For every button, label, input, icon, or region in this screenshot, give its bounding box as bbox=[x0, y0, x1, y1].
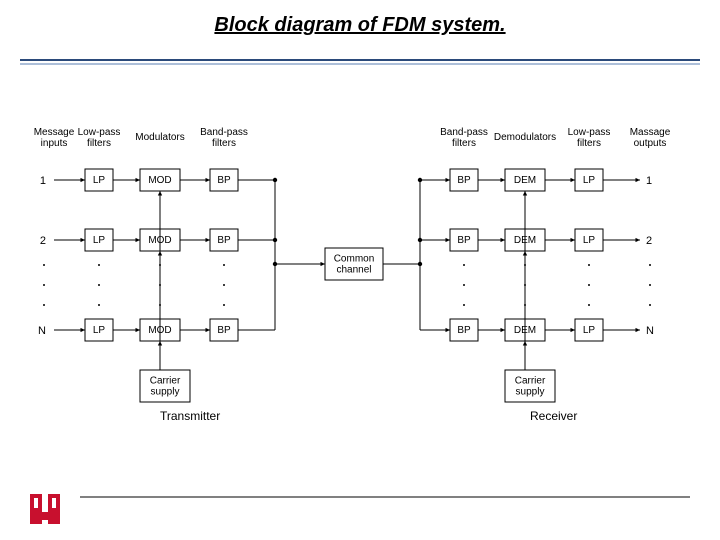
ellipsis-dot bbox=[223, 304, 225, 306]
column-label: Low-pass bbox=[78, 127, 121, 138]
uh-logo bbox=[28, 492, 62, 526]
arrowhead bbox=[523, 191, 527, 196]
input-label: 1 bbox=[40, 175, 46, 187]
arrowhead bbox=[500, 238, 505, 242]
section-label: Transmitter bbox=[160, 409, 220, 423]
ellipsis-dot bbox=[588, 264, 590, 266]
column-label: Low-pass bbox=[568, 127, 611, 138]
arrowhead bbox=[500, 328, 505, 332]
block-label: Common bbox=[334, 254, 375, 265]
block-label: MOD bbox=[148, 175, 171, 186]
column-label: Modulators bbox=[135, 132, 184, 143]
ellipsis-dot bbox=[649, 304, 651, 306]
block-label: supply bbox=[516, 387, 545, 398]
column-label: Band-pass bbox=[200, 127, 248, 138]
block-label: LP bbox=[93, 235, 106, 246]
block-label: Carrier bbox=[515, 376, 546, 387]
arrowhead bbox=[445, 238, 450, 242]
ellipsis-dot bbox=[463, 304, 465, 306]
arrowhead bbox=[320, 262, 325, 266]
arrowhead bbox=[135, 328, 140, 332]
column-label: inputs bbox=[41, 138, 68, 149]
block-label: BP bbox=[457, 175, 471, 186]
ellipsis-dot bbox=[463, 264, 465, 266]
block-label: LP bbox=[93, 175, 106, 186]
arrowhead bbox=[80, 328, 85, 332]
ellipsis-dot bbox=[649, 264, 651, 266]
block-label: BP bbox=[217, 325, 231, 336]
arrowhead bbox=[570, 178, 575, 182]
ellipsis-dot bbox=[98, 304, 100, 306]
arrowhead bbox=[135, 238, 140, 242]
arrowhead bbox=[158, 191, 162, 196]
arrowhead bbox=[80, 178, 85, 182]
arrowhead bbox=[635, 238, 640, 242]
block-label: DEM bbox=[514, 175, 536, 186]
block-label: BP bbox=[457, 235, 471, 246]
arrowhead bbox=[205, 238, 210, 242]
column-label: filters bbox=[212, 138, 236, 149]
block-label: LP bbox=[583, 175, 596, 186]
block-label: LP bbox=[93, 325, 106, 336]
output-label: 2 bbox=[646, 235, 652, 247]
footer-divider bbox=[80, 496, 690, 498]
block-label: Carrier bbox=[150, 376, 181, 387]
column-label: Massage bbox=[630, 127, 671, 138]
arrowhead bbox=[500, 178, 505, 182]
ellipsis-dot bbox=[43, 264, 45, 266]
ellipsis-dot bbox=[43, 304, 45, 306]
output-label: N bbox=[646, 325, 654, 337]
column-label: filters bbox=[577, 138, 601, 149]
arrowhead bbox=[205, 328, 210, 332]
arrowhead bbox=[635, 328, 640, 332]
column-label: filters bbox=[452, 138, 476, 149]
block-label: LP bbox=[583, 325, 596, 336]
ellipsis-dot bbox=[463, 284, 465, 286]
arrowhead bbox=[135, 178, 140, 182]
column-label: Demodulators bbox=[494, 132, 556, 143]
block-label: LP bbox=[583, 235, 596, 246]
block-label: channel bbox=[336, 265, 371, 276]
input-label: 2 bbox=[40, 235, 46, 247]
output-label: 1 bbox=[646, 175, 652, 187]
arrowhead bbox=[570, 238, 575, 242]
block-label: BP bbox=[217, 235, 231, 246]
arrowhead bbox=[80, 238, 85, 242]
block-label: BP bbox=[457, 325, 471, 336]
input-label: N bbox=[38, 325, 46, 337]
arrowhead bbox=[635, 178, 640, 182]
ellipsis-dot bbox=[43, 284, 45, 286]
ellipsis-dot bbox=[588, 304, 590, 306]
ellipsis-dot bbox=[588, 284, 590, 286]
block-label: BP bbox=[217, 175, 231, 186]
ellipsis-dot bbox=[223, 264, 225, 266]
ellipsis-dot bbox=[649, 284, 651, 286]
column-label: outputs bbox=[634, 138, 667, 149]
section-label: Receiver bbox=[530, 409, 577, 423]
column-label: Band-pass bbox=[440, 127, 488, 138]
arrowhead bbox=[570, 328, 575, 332]
diagram-svg: MessageinputsLow-passfiltersModulatorsBa… bbox=[0, 0, 720, 540]
arrowhead bbox=[445, 328, 450, 332]
column-label: filters bbox=[87, 138, 111, 149]
column-label: Message bbox=[34, 127, 75, 138]
ellipsis-dot bbox=[98, 264, 100, 266]
ellipsis-dot bbox=[98, 284, 100, 286]
arrowhead bbox=[445, 178, 450, 182]
ellipsis-dot bbox=[223, 284, 225, 286]
arrowhead bbox=[205, 178, 210, 182]
block-label: supply bbox=[151, 387, 180, 398]
